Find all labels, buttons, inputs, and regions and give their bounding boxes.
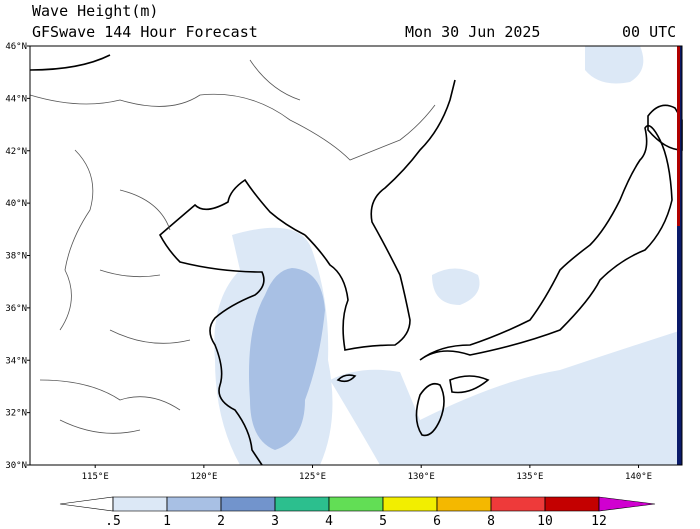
colorbar-segment [490,496,546,512]
colorbar-segment [166,496,222,512]
edge-strip [677,46,680,226]
lat-tick-label: 44°N [5,94,27,104]
lat-tick-label: 46°N [5,42,27,52]
colorbar-segment [382,496,438,512]
time: 00 UTC [622,23,676,41]
colorbar-segment [274,496,330,512]
lon-tick-label: 125°E [299,472,326,482]
colorbar-label: 1 [163,514,171,525]
colorbar-segment [544,496,600,512]
date: Mon 30 Jun 2025 [405,23,540,41]
lat-tick-label: 34°N [5,356,27,366]
colorbar-label: 8 [487,514,495,525]
subtitle: GFSwave 144 Hour Forecast [32,23,258,41]
colorbar-label: 4 [325,514,333,525]
colorbar-segment [220,496,276,512]
edge-strip [677,46,682,465]
colorbar-label: 3 [271,514,279,525]
coastline [304,79,456,351]
colorbar-segment [328,496,384,512]
province-border [29,59,436,434]
coastline [419,124,673,361]
map-area [29,45,683,466]
colorbar-label: 12 [591,514,607,525]
lat-tick-label: 32°N [5,409,27,419]
lon-tick-label: 115°E [82,472,109,482]
shade-medium [249,268,325,450]
lon-tick-label: 135°E [516,472,543,482]
lon-tick-label: 140°E [625,472,652,482]
lat-tick-label: 40°N [5,199,27,209]
shade-light [330,330,682,465]
title: Wave Height(m) [32,2,158,20]
colorbar-segment [112,496,168,512]
colorbar-label: 6 [433,514,441,525]
lon-tick-label: 130°E [408,472,435,482]
shade-light [432,268,480,305]
colorbar-label: .5 [105,514,121,525]
lat-tick-label: 42°N [5,147,27,157]
colorbar-label: 2 [217,514,225,525]
lat-tick-label: 36°N [5,304,27,314]
lat-tick-label: 30°N [5,461,27,471]
colorbar-arrow [598,496,656,512]
coastline [29,54,306,466]
shade-light [585,46,644,84]
colorbar-label: 5 [379,514,387,525]
coastline [336,104,683,437]
colorbar-arrow [59,496,114,512]
lat-tick-label: 38°N [5,252,27,262]
colorbar-segment [436,496,492,512]
lon-tick-label: 120°E [190,472,217,482]
colorbar-label: 10 [537,514,553,525]
